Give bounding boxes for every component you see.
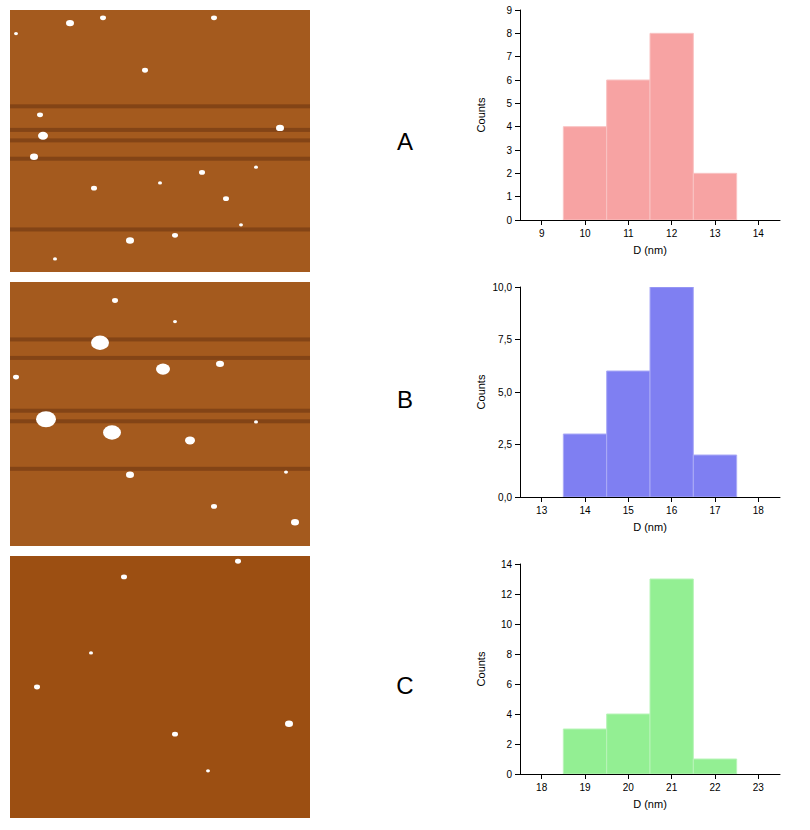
svg-text:D (nm): D (nm) — [633, 798, 667, 810]
svg-text:5: 5 — [506, 98, 512, 109]
svg-text:11: 11 — [623, 228, 634, 239]
html-text:C: C — [396, 672, 414, 699]
svg-text:17: 17 — [709, 505, 721, 516]
svg-text:10,0: 10,0 — [493, 282, 513, 293]
svg-text:5,0: 5,0 — [498, 387, 512, 398]
svg-text:Counts: Counts — [475, 651, 487, 686]
svg-text:23: 23 — [753, 782, 765, 793]
svg-text:15: 15 — [623, 505, 635, 516]
svg-text:1: 1 — [506, 191, 512, 202]
svg-text:8: 8 — [506, 649, 512, 660]
svg-text:9: 9 — [539, 228, 545, 239]
svg-text:9: 9 — [506, 5, 512, 16]
svg-text:Counts: Counts — [475, 97, 487, 132]
svg-text:7,5: 7,5 — [498, 334, 512, 345]
svg-text:10: 10 — [579, 228, 591, 239]
svg-text:18: 18 — [536, 782, 548, 793]
svg-text:13: 13 — [536, 505, 548, 516]
svg-text:4: 4 — [506, 709, 512, 720]
svg-text:22: 22 — [709, 782, 721, 793]
svg-text:2,5: 2,5 — [498, 439, 512, 450]
html-text:A: A — [397, 128, 413, 155]
svg-text:14: 14 — [501, 559, 513, 570]
svg-text:12: 12 — [501, 589, 513, 600]
svg-text:0,0: 0,0 — [498, 492, 512, 503]
svg-text:2: 2 — [506, 168, 512, 179]
svg-text:Counts: Counts — [475, 374, 487, 409]
html-text:B: B — [397, 386, 413, 413]
svg-text:0: 0 — [506, 215, 512, 226]
svg-text:6: 6 — [506, 75, 512, 86]
svg-text:21: 21 — [666, 782, 678, 793]
svg-text:0: 0 — [506, 769, 512, 780]
svg-text:12: 12 — [666, 228, 678, 239]
svg-text:3: 3 — [506, 145, 512, 156]
svg-text:14: 14 — [579, 505, 591, 516]
svg-text:D (nm): D (nm) — [633, 244, 667, 256]
svg-text:16: 16 — [666, 505, 678, 516]
svg-text:8: 8 — [506, 28, 512, 39]
svg-text:6: 6 — [506, 679, 512, 690]
svg-text:19: 19 — [579, 782, 591, 793]
svg-text:2: 2 — [506, 739, 512, 750]
svg-text:7: 7 — [506, 51, 512, 62]
svg-text:20: 20 — [623, 782, 635, 793]
svg-text:13: 13 — [709, 228, 721, 239]
svg-text:18: 18 — [753, 505, 765, 516]
svg-text:10: 10 — [501, 619, 513, 630]
svg-text:14: 14 — [753, 228, 765, 239]
svg-text:D (nm): D (nm) — [633, 521, 667, 533]
svg-text:4: 4 — [506, 121, 512, 132]
